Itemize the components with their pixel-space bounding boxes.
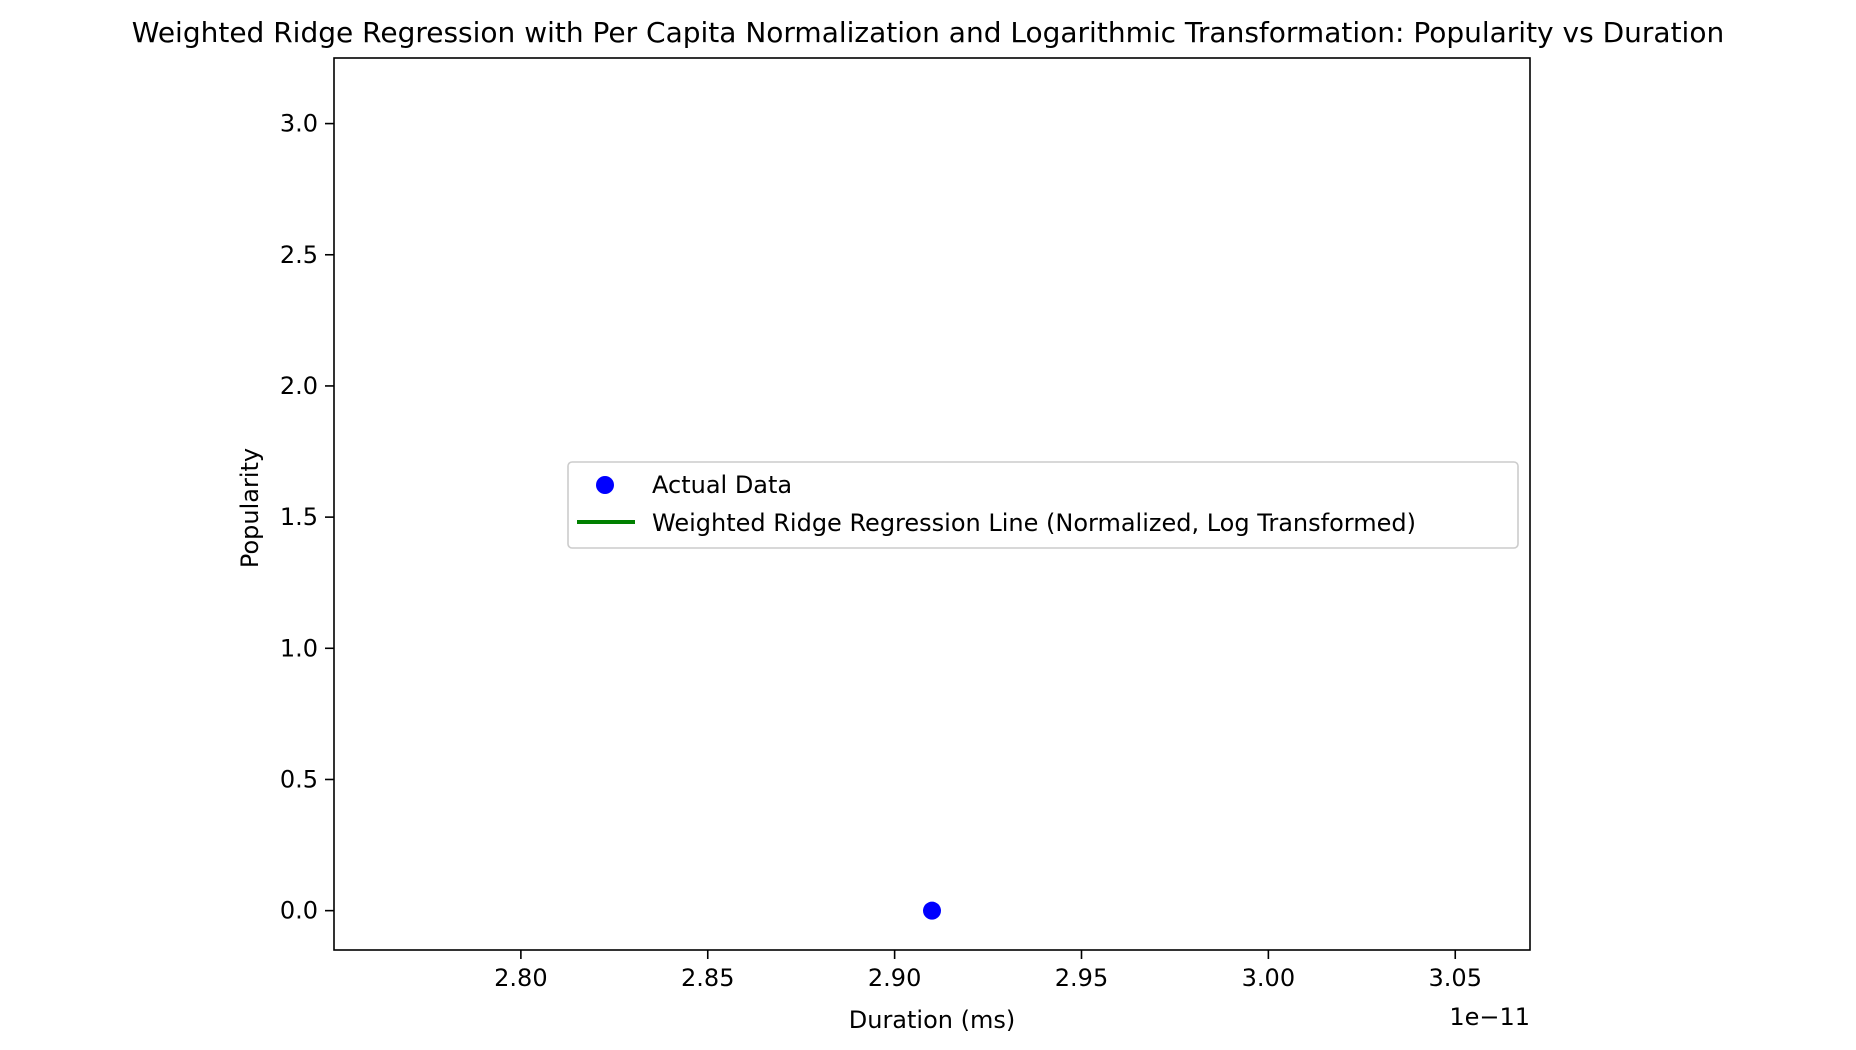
x-tick-label: 3.05 bbox=[1429, 964, 1482, 992]
series-layer bbox=[923, 901, 941, 920]
y-tick-label: 2.0 bbox=[280, 372, 318, 400]
scatter-point bbox=[923, 901, 941, 920]
y-tick-label: 2.5 bbox=[280, 241, 318, 269]
x-tick-label: 2.90 bbox=[868, 964, 921, 992]
y-tick-label: 1.0 bbox=[280, 634, 318, 662]
y-tick-label: 0.5 bbox=[280, 765, 318, 793]
x-tick-label: 3.00 bbox=[1242, 964, 1295, 992]
y-tick-label: 1.5 bbox=[280, 503, 318, 531]
legend-label-actual-data: Actual Data bbox=[652, 471, 792, 499]
x-tick-label: 2.80 bbox=[494, 964, 547, 992]
y-tick-label: 0.0 bbox=[280, 897, 318, 925]
y-tick-label: 3.0 bbox=[280, 110, 318, 138]
legend: Actual Data Weighted Ridge Regression Li… bbox=[567, 461, 1519, 549]
legend-box bbox=[567, 461, 1519, 549]
y-axis-label: Popularity bbox=[236, 448, 264, 568]
x-axis-offset-label: 1e−11 bbox=[1449, 1003, 1530, 1031]
x-tick-label: 2.95 bbox=[1055, 964, 1108, 992]
legend-marker-actual-data bbox=[596, 476, 614, 494]
y-axis-ticks: 0.0 0.5 1.0 1.5 2.0 2.5 3.0 bbox=[280, 110, 334, 925]
x-axis-label: Duration (ms) bbox=[849, 1006, 1015, 1034]
x-tick-label: 2.85 bbox=[681, 964, 734, 992]
x-axis-ticks: 2.80 2.85 2.90 2.95 3.00 3.05 bbox=[494, 950, 1482, 992]
legend-label-regression-line: Weighted Ridge Regression Line (Normaliz… bbox=[652, 509, 1416, 537]
chart-title: Weighted Ridge Regression with Per Capit… bbox=[132, 16, 1724, 49]
